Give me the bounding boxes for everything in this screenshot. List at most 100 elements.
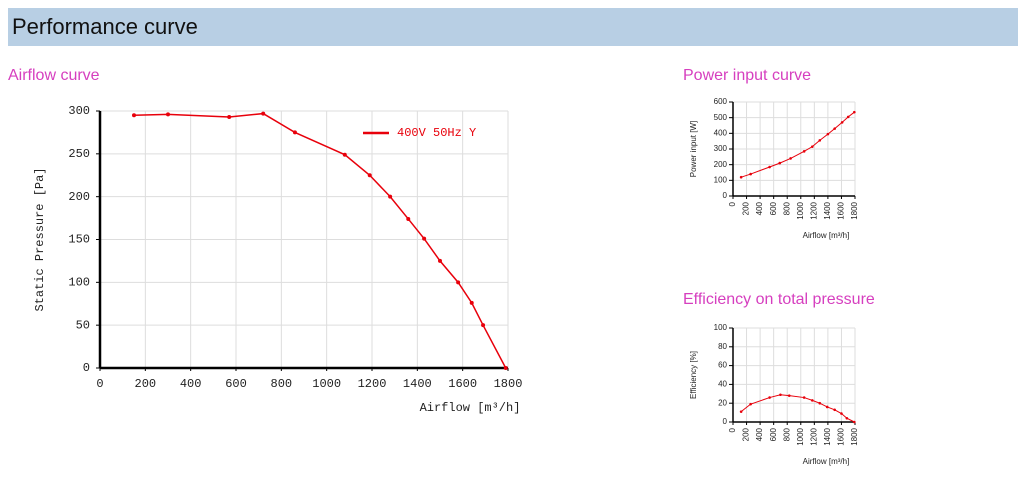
data-point	[818, 401, 822, 405]
data-point	[779, 393, 782, 397]
x-tick-label: 0	[728, 427, 737, 432]
data-point	[833, 127, 836, 130]
x-tick-label: 1200	[358, 377, 387, 391]
y-tick-label: 100	[714, 175, 728, 184]
data-point	[166, 112, 170, 117]
x-tick-label: 1000	[796, 427, 805, 445]
data-point	[818, 139, 822, 142]
chart-title: Efficiency on total pressure	[683, 291, 875, 308]
x-tick-label: 1600	[837, 427, 846, 445]
data-point	[292, 130, 297, 135]
data-point	[739, 410, 743, 413]
y-tick-label: 300	[714, 144, 728, 153]
y-tick-label: 200	[714, 160, 728, 169]
data-point	[768, 396, 771, 399]
y-axis-label: Static Pressure [Pa]	[33, 167, 47, 311]
x-tick-label: 200	[135, 377, 157, 391]
x-tick-label: 1800	[494, 377, 523, 391]
x-tick-label: 1000	[312, 377, 341, 391]
data-point	[749, 172, 752, 176]
x-tick-label: 0	[96, 377, 103, 391]
efficiency-chart: Efficiency on total pressure 0 200 400 600 80…	[683, 291, 875, 466]
y-tick-label: 600	[714, 97, 728, 106]
chart-title: Power input curve	[683, 67, 811, 84]
series-line	[740, 394, 855, 423]
data-point	[261, 111, 266, 116]
data-point	[406, 216, 411, 221]
y-tick-label: 60	[718, 361, 727, 370]
y-tick-label: 0	[723, 191, 728, 200]
x-tick-label: 0	[728, 201, 737, 206]
data-point	[826, 132, 830, 136]
data-point	[846, 115, 850, 119]
data-point	[845, 416, 849, 420]
y-tick-label: 400	[714, 128, 728, 137]
chart-title: Airflow curve	[8, 67, 100, 84]
x-tick-label: 600	[225, 377, 247, 391]
header-title: Performance curve	[12, 14, 198, 39]
data-point	[802, 396, 806, 399]
y-tick-label: 20	[718, 398, 727, 407]
data-point	[768, 165, 771, 169]
x-tick-label: 800	[782, 201, 791, 215]
y-tick-label: 200	[68, 190, 90, 204]
x-tick-label: 1400	[823, 427, 832, 445]
x-tick-label: 800	[271, 377, 293, 391]
y-tick-label: 50	[76, 318, 90, 332]
data-point	[739, 175, 743, 179]
x-axis-label: Airflow [m³/h]	[420, 401, 521, 415]
data-point	[789, 157, 792, 160]
data-point	[422, 236, 427, 241]
data-point	[481, 323, 486, 328]
y-tick-label: 0	[83, 361, 90, 375]
data-point	[811, 145, 814, 148]
y-tick-label: 80	[718, 342, 727, 351]
data-point	[840, 412, 843, 415]
y-tick-label: 40	[718, 380, 727, 389]
y-axis-label: Power input [W]	[689, 121, 698, 177]
x-tick-label: 1200	[809, 201, 818, 219]
x-tick-label: 800	[782, 427, 791, 441]
x-tick-label: 400	[755, 201, 764, 215]
y-tick-label: 100	[714, 323, 728, 332]
data-point	[456, 280, 461, 285]
data-point	[787, 394, 791, 397]
x-tick-label: 1600	[448, 377, 477, 391]
data-point	[802, 150, 806, 153]
data-point	[749, 402, 752, 406]
series-line	[740, 111, 855, 178]
data-point	[811, 399, 814, 402]
x-tick-label: 1800	[850, 427, 859, 445]
x-axis-label: Airflow [m³/h]	[803, 231, 850, 240]
data-point	[840, 121, 844, 124]
x-tick-label: 1600	[837, 201, 846, 219]
data-point	[342, 152, 347, 157]
data-point	[438, 258, 442, 263]
y-tick-label: 100	[68, 276, 90, 290]
y-tick-label: 250	[68, 147, 90, 161]
x-tick-label: 1400	[823, 201, 832, 219]
data-point	[853, 110, 856, 114]
data-point	[825, 405, 829, 409]
x-tick-label: 400	[755, 427, 764, 441]
x-tick-label: 1400	[403, 377, 432, 391]
x-tick-label: 400	[180, 377, 202, 391]
data-point	[469, 300, 474, 305]
y-tick-label: 500	[714, 113, 728, 122]
data-point	[833, 408, 836, 412]
y-tick-label: 150	[68, 233, 90, 247]
data-point	[388, 194, 393, 199]
data-point	[367, 173, 372, 178]
data-point	[227, 114, 232, 119]
y-tick-label: 300	[68, 104, 90, 118]
data-point	[132, 113, 136, 118]
series-line	[133, 112, 507, 369]
legend-label: 400V 50Hz Y	[397, 126, 476, 140]
x-tick-label: 200	[742, 427, 751, 441]
x-tick-label: 600	[769, 427, 778, 441]
x-tick-label: 1200	[809, 427, 818, 445]
